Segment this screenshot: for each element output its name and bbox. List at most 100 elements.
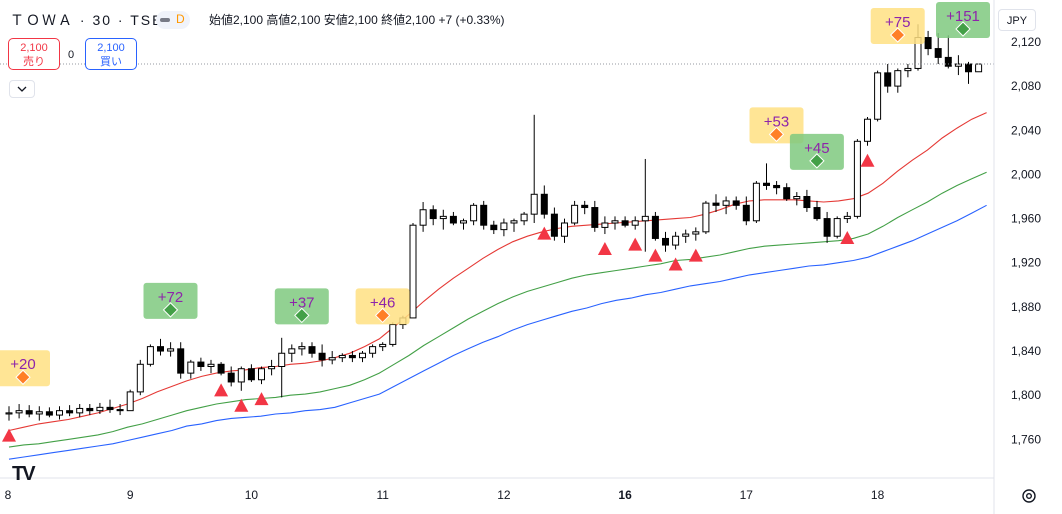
signal-label: +72: [158, 289, 183, 306]
candle: [409, 222, 417, 319]
buy-signal-triangle: [234, 398, 249, 412]
candle: [470, 203, 478, 226]
candle: [379, 342, 387, 352]
candle: [601, 216, 609, 235]
candle: [389, 322, 397, 347]
candle: [864, 117, 871, 146]
buy-signal-triangle: [597, 242, 612, 256]
sell-button[interactable]: 2,100 売り: [8, 38, 60, 70]
candle: [692, 227, 700, 241]
candle: [177, 342, 185, 379]
candle: [56, 406, 63, 420]
spread-value: 0: [68, 49, 75, 61]
candle: [247, 364, 255, 382]
candle: [439, 209, 447, 230]
signal-label: +45: [804, 140, 829, 157]
ma-fast-line: [8, 112, 987, 432]
y-tick-label: 1,880: [1011, 300, 1041, 314]
candle: [571, 200, 579, 226]
candle: [429, 205, 437, 226]
candle: [197, 357, 205, 371]
x-axis: 8 9 10 11 12 16 17 18: [5, 488, 885, 502]
x-tick-label: 9: [127, 488, 134, 502]
candle: [884, 64, 892, 93]
candle: [167, 342, 175, 357]
chevron-down-icon: [17, 86, 27, 92]
candle: [874, 70, 882, 122]
buy-label: 買い: [100, 56, 122, 68]
candle: [268, 359, 276, 376]
candle: [369, 344, 377, 358]
candle: [904, 64, 912, 78]
candle: [843, 211, 851, 223]
signal-diamond: [809, 153, 825, 169]
signal-label: +151: [946, 8, 980, 25]
candle: [965, 61, 972, 84]
buy-signal-triangle: [688, 248, 703, 262]
candle: [96, 402, 104, 414]
candle: [803, 189, 811, 212]
candle: [682, 229, 690, 243]
candle: [672, 231, 680, 250]
y-tick-label: 1,760: [1011, 432, 1041, 446]
candle: [359, 351, 366, 363]
currency-selector[interactable]: JPY: [998, 9, 1036, 31]
candle: [288, 344, 296, 363]
candle: [631, 216, 639, 230]
signal-badge: +151: [936, 2, 990, 38]
candle: [550, 207, 558, 241]
candle: [338, 353, 346, 363]
toggle-dot-icon: [160, 18, 170, 22]
candle: [621, 216, 629, 228]
candle: [510, 218, 518, 232]
candle: [146, 344, 154, 367]
candle: [278, 337, 286, 398]
buy-signal-triangle: [254, 392, 269, 406]
candle: [449, 211, 457, 226]
candle: [298, 342, 306, 356]
buy-button[interactable]: 2,100 買い: [85, 38, 137, 70]
buy-signal-triangle: [668, 257, 683, 271]
candle: [66, 405, 74, 417]
candle: [641, 158, 649, 252]
signal-badge: +20: [0, 350, 50, 387]
candle: [5, 406, 13, 421]
buy-signal-triangle: [860, 153, 875, 167]
candle: [853, 139, 861, 219]
buy-signal-triangle: [648, 248, 663, 262]
candle: [25, 405, 33, 418]
candle: [217, 362, 225, 376]
candle: [662, 231, 669, 252]
signal-label: +75: [885, 14, 910, 31]
signal-badge: +53: [749, 107, 804, 144]
y-tick-label: 2,000: [1011, 167, 1041, 181]
candle: [561, 218, 568, 243]
y-tick-label: 1,960: [1011, 212, 1041, 226]
candle: [742, 196, 750, 226]
collapse-button[interactable]: [9, 80, 35, 98]
buy-signal-triangle: [628, 237, 643, 251]
signal-label: +46: [370, 294, 395, 311]
signal-diamond: [294, 307, 310, 324]
settings-icon[interactable]: [1019, 486, 1039, 506]
buy-signal-triangle: [214, 383, 229, 397]
moving-averages: [8, 112, 987, 460]
candle: [308, 342, 316, 358]
candle: [611, 216, 619, 230]
ma-slow-line: [8, 204, 987, 460]
y-tick-label: 2,120: [1011, 35, 1041, 49]
candle: [126, 389, 134, 412]
candle: [975, 63, 983, 73]
data-mode-toggle[interactable]: D: [156, 11, 190, 29]
candle: [35, 406, 43, 421]
signal-diamond: [374, 307, 391, 324]
candle: [106, 399, 114, 413]
y-axis: 1,760 1,800 1,840 1,880 1,920 1,960 2,000 2,040…: [1011, 35, 1041, 446]
candle: [732, 196, 740, 210]
signal-markers: +20 +72 +37 +46 +53 +45 +75 +151: [0, 2, 990, 442]
ma-mid-line: [8, 171, 987, 448]
candle: [894, 68, 902, 93]
candle: [823, 211, 831, 243]
candle: [651, 211, 659, 241]
